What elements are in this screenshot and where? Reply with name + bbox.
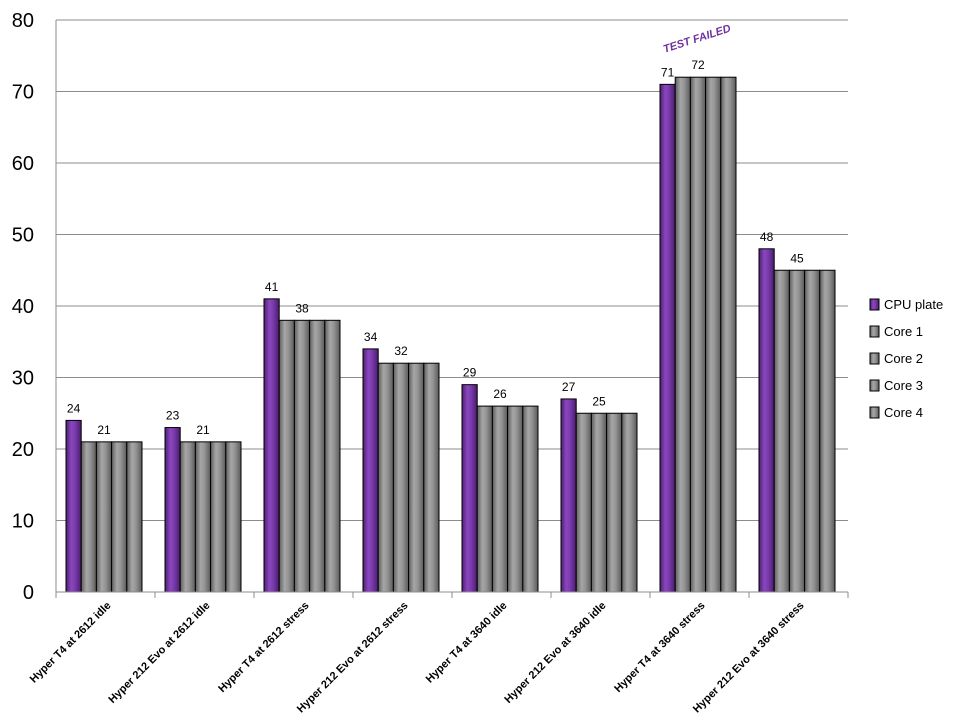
y-tick-label: 0 [23, 582, 34, 604]
bar [689, 76, 707, 593]
bar [309, 319, 326, 593]
data-label: 41 [265, 280, 279, 294]
bar [621, 412, 638, 593]
data-label: 21 [196, 423, 210, 437]
bar [164, 427, 181, 593]
legend-swatch [869, 325, 880, 338]
x-tick-label: Hyper 212 Evo at 3640 stress [691, 600, 807, 716]
y-tick-label: 20 [12, 439, 34, 461]
bars [65, 76, 836, 593]
data-label: 72 [691, 58, 705, 72]
y-tick-label: 80 [12, 10, 34, 32]
legend-label: Core 4 [884, 405, 923, 420]
bar [507, 405, 524, 593]
bar [423, 362, 440, 593]
bar [606, 412, 623, 593]
x-tick-label: Hyper T4 at 3640 stress [612, 600, 707, 695]
bar [111, 441, 128, 593]
bar [377, 362, 394, 593]
bar [491, 405, 509, 593]
data-label: 25 [592, 394, 606, 408]
x-tick-label: Hyper T4 at 2612 idle [28, 600, 114, 686]
data-label: 32 [394, 344, 408, 358]
data-label: 26 [493, 387, 507, 401]
y-axis-ticks: 0 10 20 30 40 50 60 70 80 [12, 10, 34, 604]
bar [324, 319, 341, 593]
bar [210, 441, 227, 593]
bar [126, 441, 143, 593]
data-label: 21 [97, 423, 111, 437]
bar [674, 76, 691, 593]
bar [408, 362, 425, 593]
bar [179, 441, 196, 593]
data-label: 23 [166, 409, 180, 423]
annotation-label: TEST FAILED [662, 23, 733, 56]
legend-label: Core 3 [884, 378, 923, 393]
bar [263, 298, 280, 593]
data-label: 71 [661, 65, 675, 79]
bar [225, 441, 242, 593]
data-label: 45 [790, 251, 804, 265]
bar [659, 83, 676, 593]
bar [80, 441, 97, 593]
legend-swatch [869, 352, 880, 365]
bar [392, 362, 410, 593]
bar [720, 76, 737, 593]
bar [804, 269, 821, 593]
bar [575, 412, 592, 593]
legend-swatch [869, 298, 880, 311]
data-label: 48 [760, 230, 774, 244]
y-tick-label: 70 [12, 82, 34, 104]
legend-swatch [869, 379, 880, 392]
legend-label: CPU plate [884, 297, 943, 312]
legend: CPU plate Core 1 Core 2 Core 3 Core 4 [869, 297, 943, 420]
bar [461, 384, 478, 593]
data-label: 34 [364, 330, 378, 344]
data-labels: 24 21 23 21 41 38 34 32 29 26 27 25 71 72 48 45 [67, 58, 804, 437]
y-tick-label: 60 [12, 153, 34, 175]
bar [362, 348, 379, 593]
bar [293, 319, 311, 593]
bar [194, 441, 212, 593]
y-tick-label: 30 [12, 368, 34, 390]
bar [560, 398, 577, 593]
bar [705, 76, 722, 593]
data-label: 27 [562, 380, 576, 394]
annotations: TEST FAILED [662, 23, 733, 56]
legend-swatch [869, 406, 880, 419]
data-label: 38 [295, 301, 309, 315]
bar [773, 269, 790, 593]
x-tick-label: Hyper 212 Evo at 2612 stress [295, 600, 411, 716]
bar [590, 412, 608, 593]
bar [278, 319, 295, 593]
legend-label: Core 2 [884, 351, 923, 366]
legend-label: Core 1 [884, 324, 923, 339]
bar [788, 269, 806, 593]
y-tick-label: 10 [12, 511, 34, 533]
axes [55, 20, 849, 598]
bar [819, 269, 836, 593]
y-tick-label: 40 [12, 296, 34, 318]
bar [758, 248, 775, 593]
x-tick-label: Hyper T4 at 2612 stress [216, 600, 311, 695]
y-tick-label: 50 [12, 225, 34, 247]
bar [65, 419, 82, 593]
x-tick-label: Hyper 212 Evo at 2612 idle [106, 600, 212, 706]
bar [95, 441, 113, 593]
data-label: 24 [67, 401, 81, 415]
bar [476, 405, 493, 593]
x-tick-label: Hyper T4 at 3640 idle [424, 600, 510, 686]
bar [522, 405, 539, 593]
data-label: 29 [463, 366, 477, 380]
x-tick-label: Hyper 212 Evo at 3640 idle [502, 600, 608, 706]
